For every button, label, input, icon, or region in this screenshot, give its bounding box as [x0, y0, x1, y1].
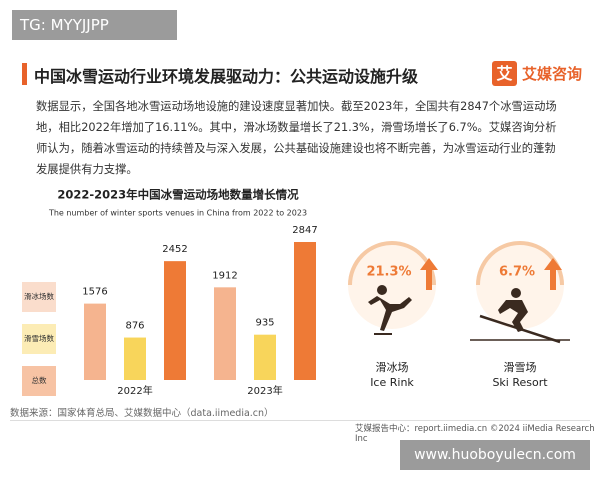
highlight-value: 21.3%	[366, 265, 411, 280]
logo-icon: 艾	[492, 61, 517, 86]
chart: 2022-2023年中国冰雪运动场地数量增长情况 The number of w…	[22, 188, 570, 397]
skater-icon	[368, 285, 412, 335]
highlight-label: 滑冰场	[376, 360, 409, 374]
bar	[164, 261, 186, 380]
watermark: TG: MYYJJPP	[12, 10, 177, 40]
skier-icon	[470, 288, 570, 344]
logo: 艾媒咨询	[522, 65, 583, 83]
data-label: 2847	[292, 225, 317, 236]
legend-label: 滑冰场数	[24, 291, 54, 301]
legend-swatch	[22, 324, 56, 354]
bar	[84, 303, 106, 380]
highlight-label-en: Ski Resort	[492, 376, 548, 389]
credit: 艾媒报告中心：report.iimedia.cn ©2024 iiMedia R…	[355, 424, 595, 444]
paragraph: 数据显示，全国各地冰雪运动场地设施的建设速度显著加快。截至2023年，全国共有2…	[36, 100, 557, 176]
legend-swatch	[22, 366, 56, 396]
legend-swatch	[22, 282, 56, 312]
bar	[214, 287, 236, 380]
highlight-circle	[476, 241, 564, 329]
chart-title: 2022-2023年中国冰雪运动场地数量增长情况	[57, 188, 299, 202]
data-label: 876	[125, 321, 144, 332]
footer-rule	[10, 420, 590, 421]
legend-label: 总数	[32, 375, 47, 385]
chart-subtitle: The number of winter sports venues in Ch…	[48, 209, 307, 218]
page-title: 中国冰雪运动行业环境发展驱动力：公共运动设施升级	[34, 67, 419, 86]
title-accent	[22, 63, 27, 85]
bar-chart: 1576 876 2452 2022年 1912 935 2847 2023年 滑冰场数滑雪场数…	[22, 225, 318, 397]
bar	[294, 242, 316, 380]
data-label: 1576	[82, 287, 107, 298]
site-watermark: www.huoboyulecn.com	[400, 440, 590, 470]
x-tick-label: 2022年	[117, 384, 152, 397]
bar	[254, 334, 276, 380]
legend-label: 滑雪场数	[24, 333, 54, 343]
highlight-circle	[348, 241, 436, 329]
data-label: 2452	[162, 244, 187, 255]
data-label: 935	[255, 318, 274, 329]
highlight-label-en: Ice Rink	[370, 376, 414, 389]
x-tick-label: 2023年	[247, 384, 282, 397]
highlight-label: 滑雪场	[504, 360, 537, 374]
highlight-value: 6.7%	[499, 265, 535, 280]
up-arrow	[420, 258, 438, 290]
bar	[124, 337, 146, 380]
source-note: 数据来源：国家体育总局、艾媒数据中心（data.iimedia.cn）	[10, 408, 274, 419]
data-label: 1912	[212, 270, 237, 281]
up-arrow	[544, 258, 562, 290]
